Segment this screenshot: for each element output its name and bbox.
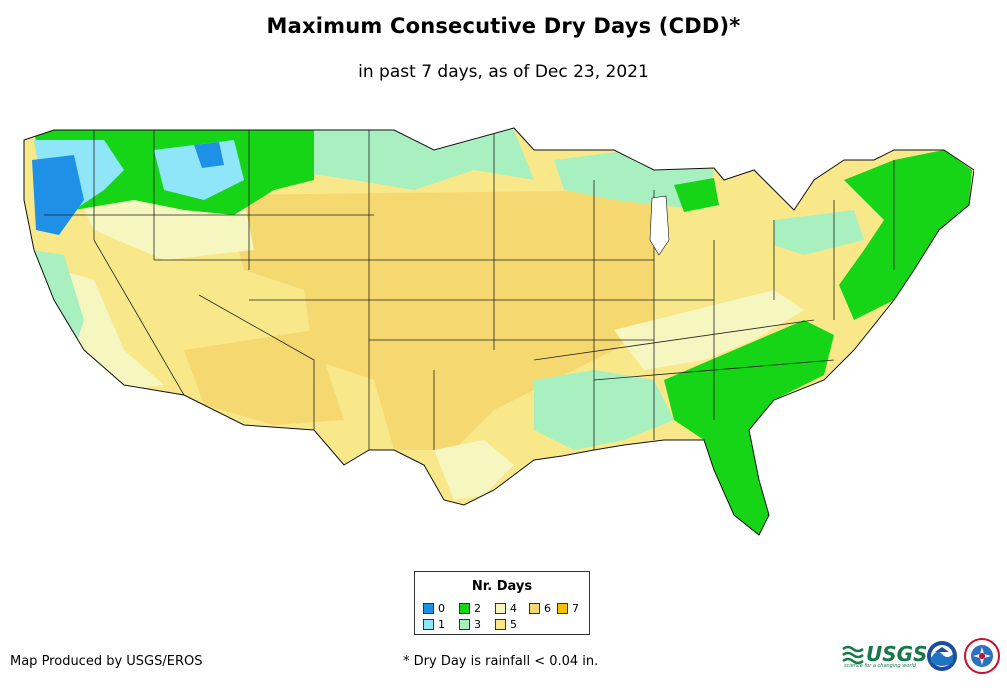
legend-item-6: 6 bbox=[529, 602, 551, 615]
usgs-tagline: science for a changing world bbox=[844, 663, 916, 669]
map-title: Maximum Consecutive Dry Days (CDD)* bbox=[266, 14, 741, 38]
agency-logos: USGS science for a changing world bbox=[842, 636, 1002, 680]
legend-title: Nr. Days bbox=[471, 579, 533, 594]
usgs-label: USGS bbox=[866, 642, 928, 666]
region-cdd-3-deep-south bbox=[534, 370, 674, 450]
legend-label: 6 bbox=[544, 602, 551, 615]
legend-label: 1 bbox=[438, 618, 445, 631]
map-credit: Map Produced by USGS/EROS bbox=[10, 654, 203, 669]
legend-swatch bbox=[459, 603, 470, 614]
legend-item-7: 7 bbox=[557, 602, 579, 615]
noaa-logo-icon bbox=[927, 641, 957, 671]
legend-item-0: 0 bbox=[423, 602, 445, 615]
legend-label: 5 bbox=[510, 618, 517, 631]
lake-michigan bbox=[649, 195, 670, 256]
dry-day-footnote: * Dry Day is rainfall < 0.04 in. bbox=[403, 654, 599, 669]
us-cdd-map bbox=[23, 127, 974, 536]
region-cdd-2-upper-michigan bbox=[674, 178, 719, 212]
legend-label: 4 bbox=[510, 602, 517, 615]
legend-swatch bbox=[557, 603, 568, 614]
map-subtitle: in past 7 days, as of Dec 23, 2021 bbox=[358, 62, 649, 82]
legend-item-3: 3 bbox=[459, 618, 481, 631]
region-cdd-3-california-coast bbox=[32, 250, 84, 350]
region-cdd-4-texas bbox=[434, 440, 514, 500]
region-cdd-3-northern-plains bbox=[274, 130, 534, 190]
state-borders bbox=[44, 130, 895, 450]
usgs-logo-icon: USGS bbox=[842, 642, 927, 666]
legend-item-5: 5 bbox=[495, 618, 517, 631]
legend-label: 0 bbox=[438, 602, 445, 615]
legend-swatch bbox=[459, 619, 470, 630]
legend-item-2: 2 bbox=[459, 602, 481, 615]
legend: Nr. Days 0 1 2 3 4 5 6 7 bbox=[414, 571, 590, 635]
legend-swatch bbox=[423, 619, 434, 630]
us-outline bbox=[23, 127, 974, 536]
legend-swatch bbox=[423, 603, 434, 614]
legend-swatch bbox=[495, 619, 506, 630]
region-cdd-4-ohio-valley bbox=[614, 290, 804, 370]
legend-item-4: 4 bbox=[495, 602, 517, 615]
usgs-wave-icon bbox=[842, 645, 864, 664]
legend-label: 7 bbox=[572, 602, 579, 615]
region-cdd-2-northeast bbox=[839, 150, 972, 320]
region-cdd-6-central bbox=[224, 190, 654, 450]
region-cdd-6-southwest bbox=[184, 330, 344, 425]
legend-swatch bbox=[529, 603, 540, 614]
legend-label: 3 bbox=[474, 618, 481, 631]
region-cdd-3-new-york bbox=[774, 210, 864, 255]
legend-label: 2 bbox=[474, 602, 481, 615]
legend-swatch bbox=[495, 603, 506, 614]
region-cdd-0-idaho-spot bbox=[194, 142, 224, 168]
legend-item-1: 1 bbox=[423, 618, 445, 631]
region-cdd-2-southeast bbox=[664, 320, 834, 535]
nws-logo-icon bbox=[964, 638, 1000, 674]
